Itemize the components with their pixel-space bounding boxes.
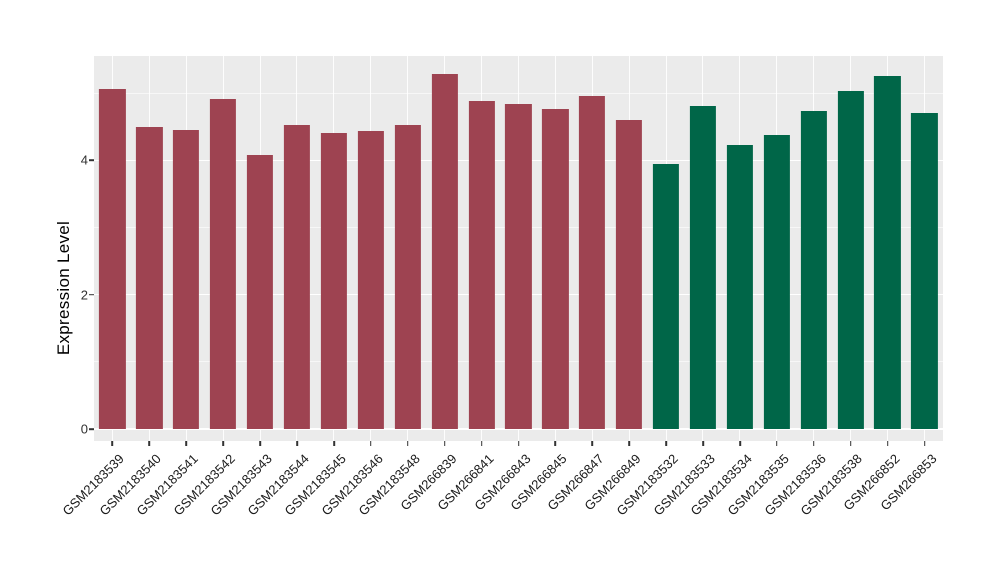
x-tick-mark-GSM2183534: [739, 441, 741, 446]
x-tick-mark-GSM266852: [886, 441, 889, 446]
bar-GSM2183539: [99, 88, 126, 429]
x-tick-mark-GSM2183540: [148, 441, 151, 446]
bar-slot: [500, 56, 537, 441]
bar-GSM2183532: [652, 164, 680, 429]
bar-GSM2183535: [763, 135, 790, 429]
bar-slot: [795, 56, 832, 441]
bar-GSM266843: [505, 103, 532, 429]
x-tick-mark-GSM2183544: [296, 441, 298, 446]
bar-GSM266845: [542, 109, 569, 429]
bar-GSM2183541: [173, 129, 200, 429]
bar-slot: [758, 56, 795, 441]
bar-GSM266852: [874, 75, 901, 429]
bar-slot: [906, 56, 943, 441]
bar-GSM2183540: [136, 126, 163, 429]
bar-GSM2183538: [837, 90, 864, 429]
x-tick-mark-GSM266847: [591, 441, 594, 446]
x-tick-mark-GSM2183543: [259, 441, 261, 446]
bar-GSM2183543: [246, 154, 274, 429]
y-tick-mark-4: [89, 159, 94, 161]
x-tick-mark-GSM266841: [480, 441, 483, 446]
x-tick-mark-GSM2183546: [370, 441, 372, 446]
y-tick-label-0: 0: [80, 421, 88, 437]
y-tick-mark-0: [89, 428, 94, 430]
bar-GSM2183542: [210, 99, 237, 429]
bar-GSM2183545: [320, 133, 347, 429]
x-tick-mark-GSM266853: [923, 441, 926, 446]
x-tick-mark-GSM266839: [443, 441, 446, 446]
bar-slots: [94, 56, 943, 441]
bar-slot: [463, 56, 500, 441]
x-tick-mark-GSM266843: [517, 441, 520, 446]
bar-slot: [832, 56, 869, 441]
x-tick-mark-GSM2183539: [111, 441, 114, 446]
x-tick-mark-GSM2183541: [185, 441, 188, 446]
bar-slot: [537, 56, 574, 441]
x-tick-mark-GSM266849: [628, 441, 631, 446]
y-tick-label-2: 2: [80, 287, 88, 303]
x-tick-mark-GSM2183538: [849, 441, 852, 446]
bar-slot: [205, 56, 242, 441]
x-tick-mark-GSM2183536: [813, 441, 815, 446]
y-tick-label-4: 4: [80, 152, 88, 168]
bar-slot: [685, 56, 722, 441]
bar-GSM266849: [616, 119, 643, 429]
x-tick-mark-GSM2183548: [406, 441, 409, 446]
bar-GSM2183544: [283, 124, 311, 429]
bar-slot: [279, 56, 316, 441]
x-tick-mark-GSM2183545: [333, 441, 335, 446]
x-tick-mark-GSM2183542: [222, 441, 224, 446]
x-tick-mark-GSM2183533: [702, 441, 704, 446]
bar-GSM2183533: [689, 106, 717, 429]
bar-slot: [426, 56, 463, 441]
x-axis: GSM2183539 GSM2183540 GSM2183541 GSM2183542…: [60, 441, 943, 580]
bar-slot: [242, 56, 279, 441]
bar-GSM2183536: [800, 111, 827, 429]
bar-slot: [168, 56, 205, 441]
x-tick-mark-GSM2183535: [776, 441, 778, 446]
bar-GSM266839: [431, 73, 458, 429]
bar-slot: [721, 56, 758, 441]
bar-slot: [315, 56, 352, 441]
bar-slot: [389, 56, 426, 441]
y-tick-mark-2: [89, 293, 94, 296]
x-tick-mark-GSM2183532: [665, 441, 667, 446]
bar-GSM266847: [579, 95, 606, 429]
bar-slot: [131, 56, 168, 441]
bar-GSM266841: [468, 101, 495, 429]
bar-GSM2183534: [726, 145, 753, 429]
bar-GSM2183546: [357, 130, 384, 429]
bar-slot: [869, 56, 906, 441]
bar-slot: [94, 56, 131, 441]
bar-GSM266853: [911, 112, 938, 429]
bar-slot: [611, 56, 648, 441]
x-tick-mark-GSM266845: [554, 441, 557, 446]
bar-GSM2183548: [394, 125, 421, 429]
bar-slot: [574, 56, 611, 441]
bar-slot: [352, 56, 389, 441]
bar-slot: [648, 56, 685, 441]
plot-panel: [94, 56, 943, 441]
